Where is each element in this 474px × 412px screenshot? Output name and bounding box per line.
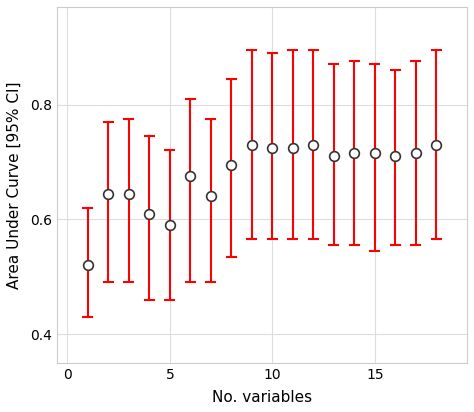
Point <box>248 141 255 148</box>
Point <box>310 141 317 148</box>
Y-axis label: Area Under Curve [95% CI]: Area Under Curve [95% CI] <box>7 81 22 289</box>
Point <box>228 162 235 168</box>
X-axis label: No. variables: No. variables <box>212 390 312 405</box>
Point <box>351 150 358 157</box>
Point <box>84 262 91 269</box>
Point <box>371 150 379 157</box>
Point <box>412 150 419 157</box>
Point <box>166 222 173 228</box>
Point <box>392 153 399 159</box>
Point <box>187 173 194 180</box>
Point <box>146 210 153 217</box>
Point <box>289 144 297 151</box>
Point <box>207 193 215 200</box>
Point <box>269 144 276 151</box>
Point <box>125 190 133 197</box>
Point <box>432 141 440 148</box>
Point <box>105 190 112 197</box>
Point <box>330 153 337 159</box>
